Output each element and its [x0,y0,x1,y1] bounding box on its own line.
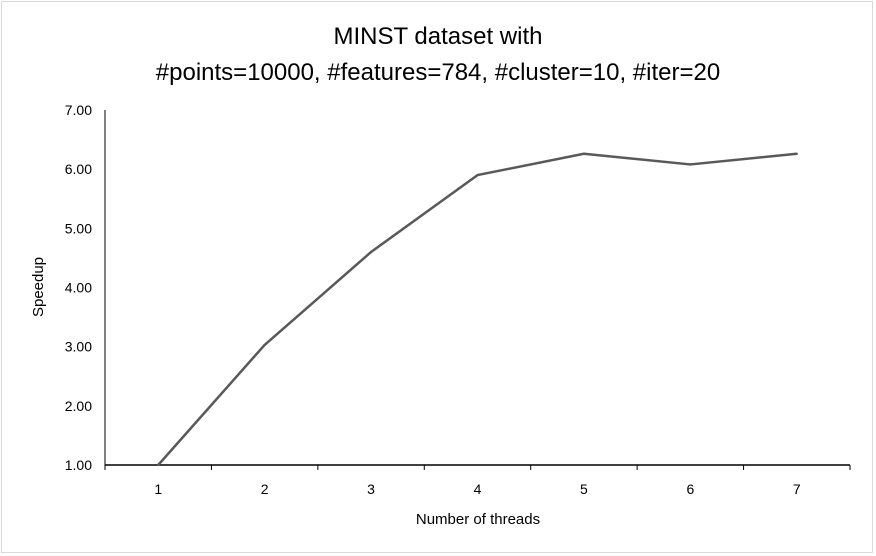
data-point [369,250,373,254]
y-tick-label: 5.00 [65,220,92,236]
y-tick-label: 1.00 [65,457,92,473]
data-point [582,152,586,155]
y-tick-label: 6.00 [65,161,92,177]
chart-title-line-1: MINST dataset with [334,23,543,50]
x-tick-label: 7 [793,481,801,497]
y-tick-label: 7.00 [65,102,92,118]
x-tick-label: 3 [367,481,375,497]
y-tick-label: 3.00 [65,339,92,355]
series-group [157,152,798,467]
y-tick-label: 2.00 [65,398,92,414]
data-point [795,152,798,155]
data-point [157,463,160,467]
x-axis-label: Number of threads [416,511,540,528]
y-tick-labels: 1.00 2.00 3.00 4.00 5.00 6.00 7.00 [65,102,92,473]
data-point [476,173,479,177]
x-tick-label: 1 [154,481,162,497]
x-tick-label: 5 [580,481,588,497]
series-line [157,152,797,466]
y-axis-label: Speedup [30,257,47,317]
x-tick-label: 6 [686,481,694,497]
x-tick-label: 4 [474,481,482,497]
x-tick-labels: 1 2 3 4 5 6 7 [104,465,851,497]
x-tick-label: 2 [261,481,269,497]
chart-title-line-2: #points=10000, #features=784, #cluster=1… [156,59,720,86]
y-tick-label: 4.00 [65,280,92,296]
data-point [263,343,266,347]
data-point [689,163,692,166]
